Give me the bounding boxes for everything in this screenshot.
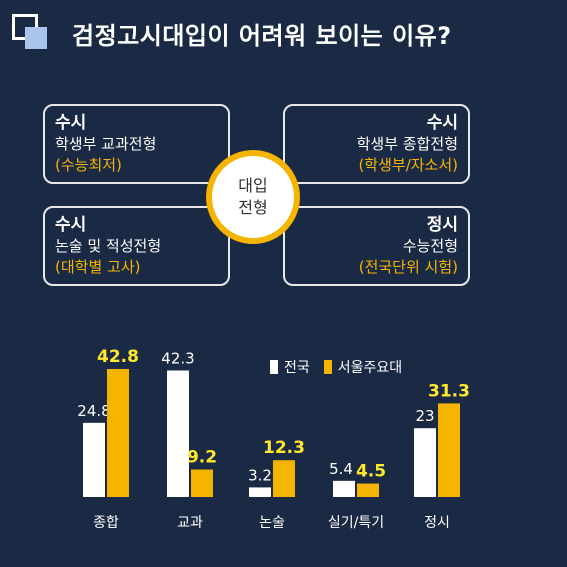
bar-series2 (357, 483, 379, 497)
category-label: 정시 (424, 515, 450, 531)
legend-label-series1: 전국 (284, 360, 310, 376)
category-label: 종합 (93, 515, 119, 531)
center-line1: 대입 (238, 176, 268, 195)
bar-series1 (83, 422, 105, 497)
value-label-series2: 31.3 (428, 381, 470, 401)
bar-series1 (249, 487, 271, 497)
bar-series2 (191, 469, 213, 497)
title-logo-icon (12, 14, 52, 54)
value-label-series2: 4.5 (356, 462, 386, 482)
box-heading: 정시 (426, 215, 458, 235)
bar-series1 (414, 428, 436, 497)
bar-series2 (438, 403, 460, 497)
category-label: 논술 (259, 515, 285, 531)
value-label-series1: 3.2 (248, 466, 272, 484)
legend-swatch-series1 (270, 360, 278, 374)
box-line1: 학생부 종합전형 (356, 135, 458, 153)
value-label-series1: 24.8 (77, 402, 110, 420)
admission-box-jeongsi: 정시 수능전형 (전국단위 시험) (283, 206, 470, 286)
box-line1: 수능전형 (402, 237, 458, 255)
admission-box-susi-jonghap: 수시 학생부 종합전형 (학생부/자소서) (283, 104, 470, 184)
logo-filled-square (25, 27, 47, 49)
admission-box-susi-gyogwa: 수시 학생부 교과전형 (수능최저) (43, 104, 230, 184)
value-label-series1: 23 (415, 407, 434, 425)
box-heading: 수시 (426, 113, 458, 133)
value-label-series2: 42.8 (97, 347, 139, 367)
legend-swatch-series2 (323, 360, 332, 374)
value-label-series1: 5.4 (329, 460, 353, 478)
value-label-series2: 9.2 (187, 447, 217, 467)
box-line2: (대학별 고사) (55, 258, 141, 276)
bar-series1 (333, 480, 355, 497)
chart-legend: 전국 서울주요대 (270, 357, 402, 377)
box-line1: 학생부 교과전형 (55, 135, 157, 153)
admission-box-susi-nonsul: 수시 논술 및 적성전형 (대학별 고사) (43, 206, 230, 286)
box-heading: 수시 (55, 215, 87, 235)
value-label-series1: 42.3 (161, 349, 194, 367)
box-line2: (학생부/자소서) (358, 156, 458, 174)
box-line1: 논술 및 적성전형 (55, 237, 162, 255)
box-heading: 수시 (55, 113, 87, 133)
category-label: 실기/특기 (328, 515, 384, 531)
center-circle: 대입 전형 (206, 150, 300, 244)
box-line2: (수능최저) (55, 156, 122, 174)
bar-series1 (167, 370, 189, 497)
bar-series2 (273, 460, 295, 497)
center-line2: 전형 (238, 198, 268, 217)
category-label: 교과 (177, 515, 203, 531)
page-title: 검정고시대입이 어려워 보이는 이유? (72, 22, 452, 50)
box-line2: (전국단위 시험) (358, 258, 458, 276)
value-label-series2: 12.3 (263, 438, 305, 458)
bar-series2 (107, 369, 129, 497)
legend-label-series2: 서울주요대 (337, 360, 403, 376)
